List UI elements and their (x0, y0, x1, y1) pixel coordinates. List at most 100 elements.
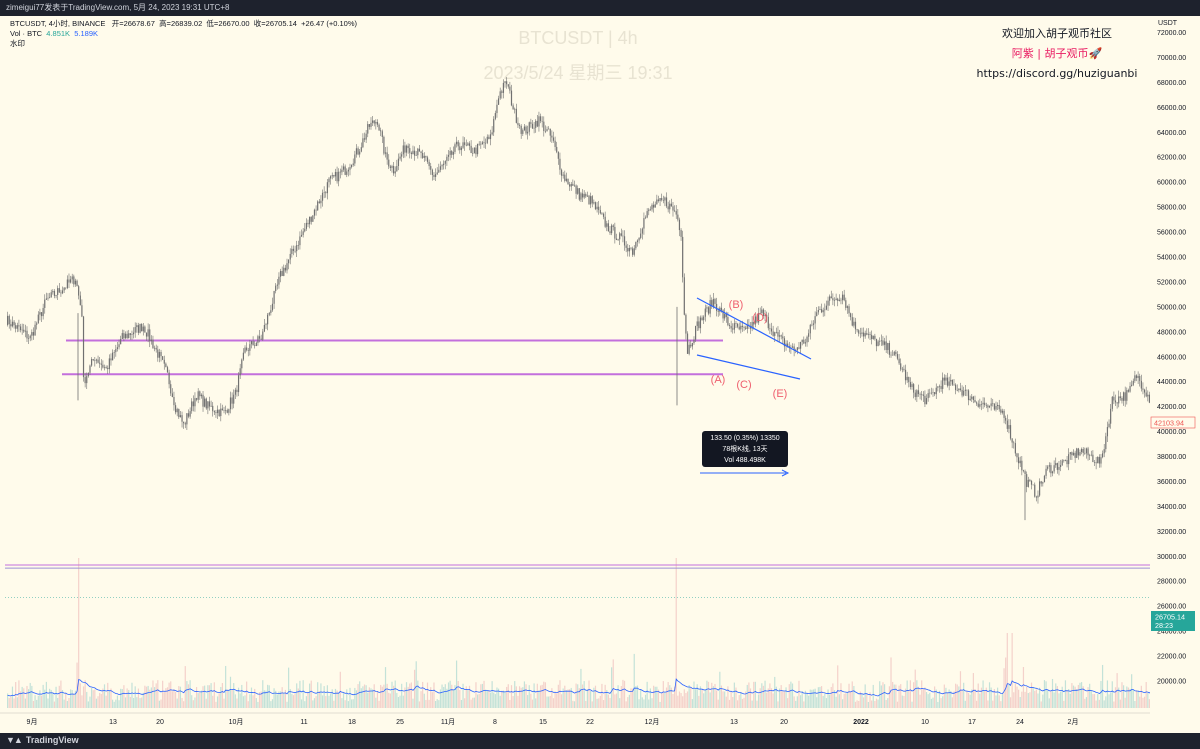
candle-body (641, 228, 643, 234)
candle-body (401, 154, 403, 157)
volume-bar (111, 699, 114, 708)
volume-bar (917, 686, 920, 708)
candle-body (661, 198, 663, 201)
volume-bar (70, 689, 72, 708)
candle-body (938, 386, 941, 387)
candle-body (242, 352, 245, 360)
volume-bar (1021, 691, 1023, 708)
volume-bar (525, 684, 527, 708)
measure-tool[interactable] (700, 469, 790, 477)
volume-bar (575, 683, 577, 708)
volume-bar (74, 690, 77, 708)
candle-body (459, 146, 461, 151)
candle-body (707, 307, 710, 314)
candle-body (144, 326, 146, 333)
candle-body (115, 349, 117, 353)
candle-body (422, 153, 424, 158)
candle-body (932, 392, 934, 393)
promo-link[interactable]: https://discord.gg/huziguanbi (976, 67, 1138, 80)
candle-body (417, 148, 419, 156)
volume-bar (47, 698, 49, 708)
volume-bar (489, 692, 492, 708)
volume-bar (1064, 680, 1067, 708)
volume-bar (961, 690, 963, 708)
volume-bar (141, 697, 143, 708)
candle-body (552, 137, 555, 141)
volume-bar (601, 683, 603, 708)
volume-bar (1037, 693, 1039, 708)
candle-body (462, 142, 464, 148)
candle-body (577, 188, 579, 194)
legend-symbol[interactable]: BTCUSDT, 4小时, BINANCE (10, 19, 106, 28)
volume-bar (291, 693, 293, 708)
volume-bar (292, 695, 295, 708)
candle-body (825, 305, 828, 310)
candle-body (774, 332, 776, 336)
volume-bar (1058, 693, 1060, 708)
candle-body (304, 228, 306, 232)
legend-watermark[interactable]: 水印 (10, 39, 25, 48)
candle-body (633, 248, 635, 255)
price-tick-label: 58000.00 (1157, 205, 1186, 212)
candle-body (481, 142, 484, 145)
chart-area[interactable]: BTCUSDT | 4h 2023/5/24 星期三 19:31 (A) (B)(… (0, 16, 1200, 733)
candle-body (640, 233, 642, 238)
volume-bar (950, 691, 952, 708)
volume-bar (1079, 682, 1081, 708)
volume-bar (562, 688, 564, 708)
volume-bar (317, 682, 319, 708)
volume-bar (984, 690, 986, 708)
volume-bar (254, 688, 256, 708)
candle-body (296, 245, 298, 252)
volume-bar (854, 701, 857, 708)
volume-bar (304, 701, 306, 708)
volume-bar (176, 698, 178, 708)
volume-bar (71, 690, 73, 708)
candle-body (1076, 448, 1078, 458)
volume-bar (929, 692, 931, 708)
candle-body (728, 325, 731, 327)
legend-volume-label[interactable]: Vol · BTC (10, 29, 43, 38)
candle-body (745, 327, 747, 329)
volume-bar (869, 692, 871, 708)
candle-body (460, 147, 463, 151)
candle-body (611, 225, 613, 234)
volume-bar (1127, 687, 1130, 708)
candle-body (15, 325, 17, 329)
candle-body (672, 206, 674, 211)
volume-bar (73, 694, 75, 708)
candle-body (559, 158, 561, 170)
chart-canvas[interactable]: BTCUSDT | 4h 2023/5/24 星期三 19:31 (A)(B)(… (0, 16, 1200, 733)
candle-body (714, 299, 716, 304)
wedge-drawing[interactable] (696, 297, 812, 380)
volume-bar (92, 690, 94, 708)
volume-bar (388, 692, 390, 708)
volume-bar (115, 699, 117, 708)
candle-body (275, 285, 277, 292)
volume-bar (247, 701, 249, 708)
chart-legend: BTCUSDT, 4小时, BINANCE 开=26678.67 高=26839… (10, 19, 357, 49)
volume-bar (124, 697, 127, 708)
candle-body (590, 196, 592, 205)
candle-body (740, 325, 742, 330)
candle-body (564, 174, 566, 181)
measure-bars: 78根K线, 13天 (722, 446, 768, 453)
candle-body (523, 126, 526, 131)
volume-bar (481, 683, 484, 708)
candle-body (1013, 442, 1015, 444)
time-axis[interactable]: 9月 13 20 10月 11 18 25 11月 8 15 22 12月 13 20 2022 10 17 24… (0, 712, 1150, 726)
candle-body (63, 287, 65, 291)
volume-bar (504, 691, 506, 708)
candle-body (124, 333, 127, 339)
volume-bar (622, 679, 624, 708)
time-tick-label: 2月 (1068, 718, 1079, 726)
volume-bar (44, 689, 46, 708)
volume-bar (732, 696, 734, 708)
volume-bar (825, 698, 828, 708)
tradingview-logo[interactable]: ▼▲ TradingView (6, 735, 79, 745)
price-tick-label: 34000.00 (1157, 504, 1186, 511)
candle-body (893, 351, 895, 356)
candle-body (885, 341, 887, 350)
candle-body (630, 247, 632, 249)
volume-bar (588, 680, 590, 708)
